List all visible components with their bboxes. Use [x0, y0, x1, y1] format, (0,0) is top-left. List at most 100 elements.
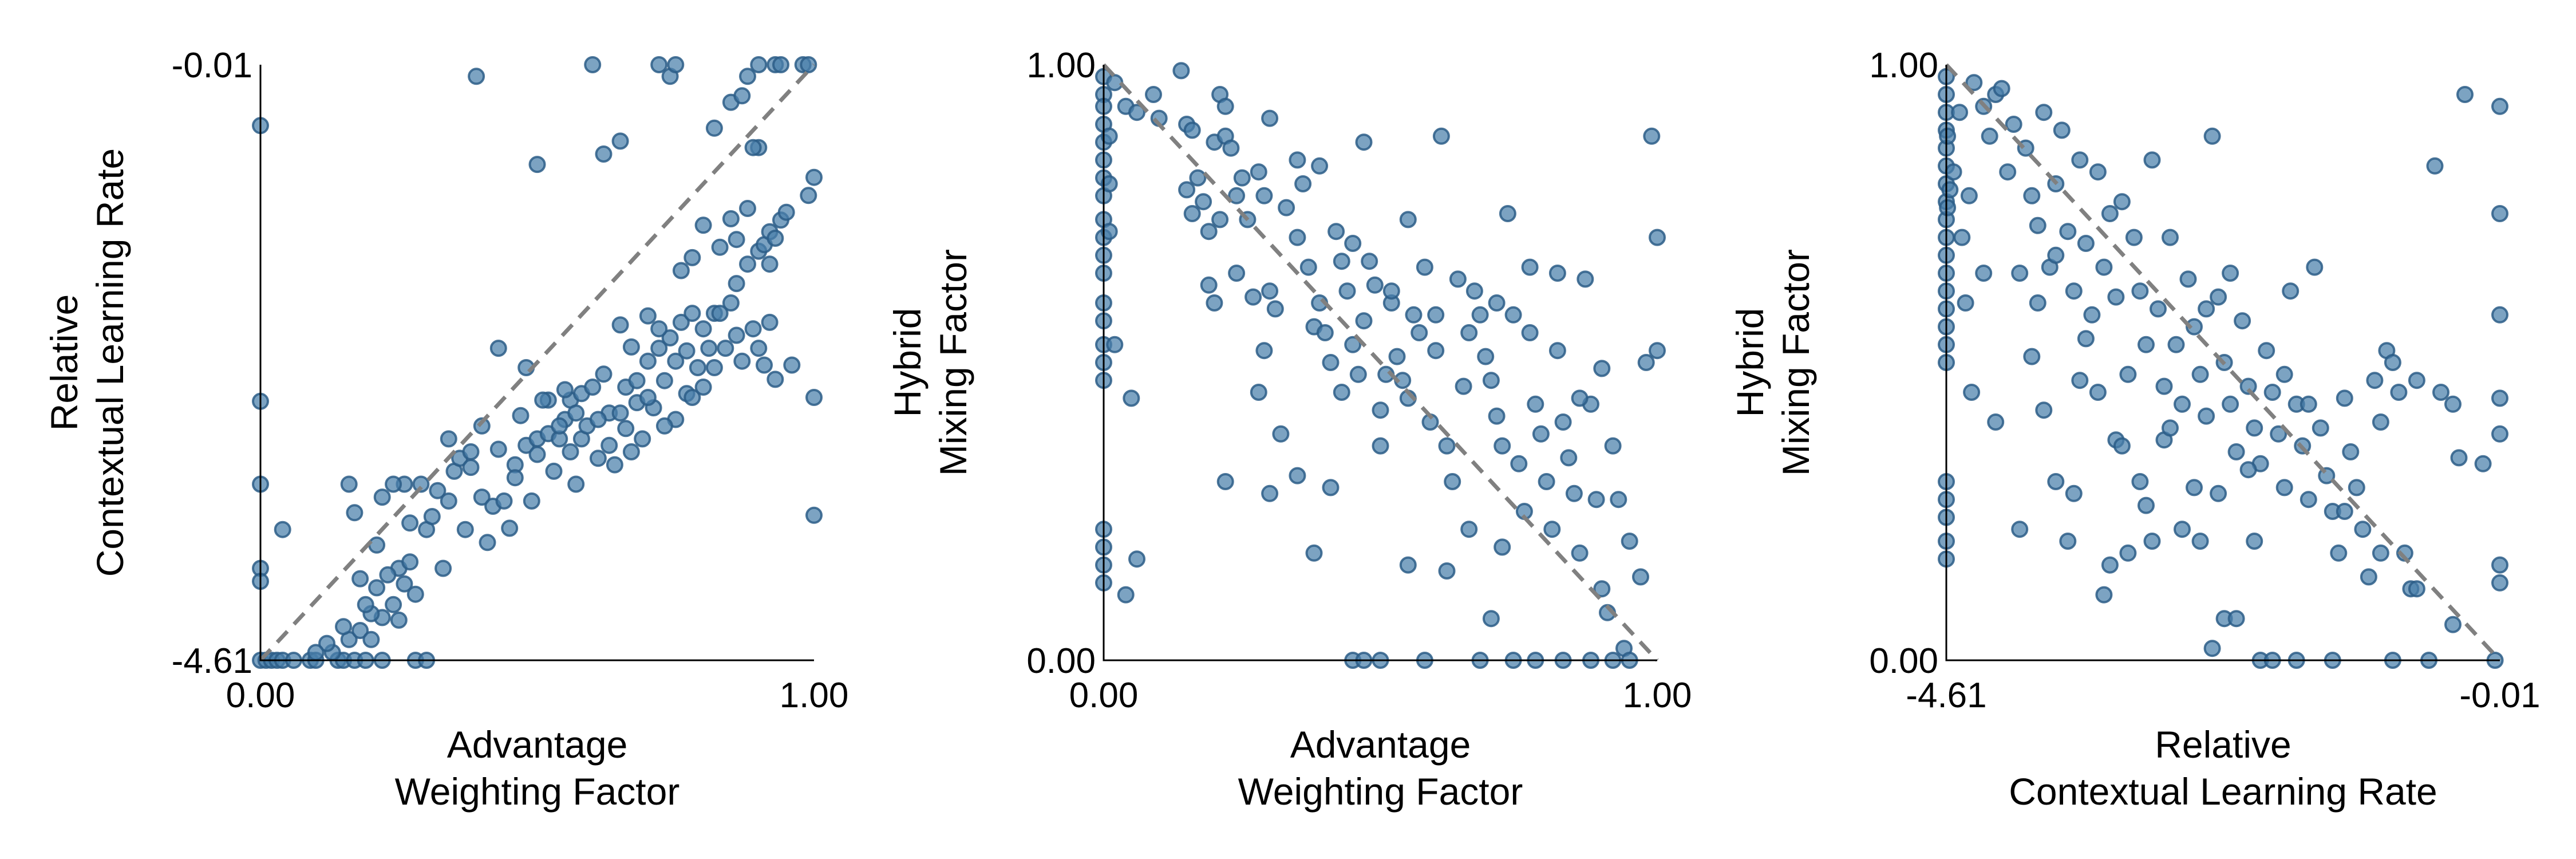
panel-3-point-59 [2138, 336, 2155, 353]
panel-1-point-21 [274, 521, 291, 538]
panel-3-point-46 [2059, 223, 2077, 241]
panel-1-point-104 [700, 340, 718, 357]
panel-1-point-168 [761, 255, 779, 273]
panel-2-point-41 [1200, 223, 1218, 241]
panel-2-point-142 [1438, 562, 1456, 580]
panel-2-point-59 [1261, 282, 1279, 300]
panel-2-point-60 [1266, 300, 1284, 318]
panel-2-point-155 [1289, 467, 1306, 484]
panel-2-point-129 [1621, 533, 1638, 550]
panel-3-point-54 [2107, 288, 2125, 306]
panel-3-point-28 [1953, 228, 1971, 246]
panel-3-point-80 [2263, 384, 2281, 401]
panel-1-point-160 [639, 307, 657, 325]
panel-3-point-24 [1939, 199, 1957, 216]
panel-1-point-147 [733, 352, 751, 370]
panel-1-point-95 [800, 56, 817, 73]
panel-2-point-117 [1554, 413, 1572, 431]
panel-3-point-157 [2444, 616, 2462, 633]
panel-3-x-label-line-1: Relative [2155, 723, 2291, 766]
panel-1-point-62 [628, 372, 646, 389]
panel-2-point-64 [1289, 228, 1306, 246]
panel-2-point-25 [1106, 336, 1124, 353]
panel-2-point-29 [1117, 586, 1135, 604]
panel-1-point-101 [739, 68, 756, 85]
panel-1-point-128 [512, 407, 530, 424]
panel-3-point-48 [2071, 151, 2089, 169]
panel-3-point-41 [2029, 294, 2046, 312]
panel-3-point-116 [2491, 425, 2508, 443]
panel-2-point-119 [1565, 484, 1583, 502]
panel-3-point-101 [2390, 384, 2408, 401]
panel-3-point-154 [2336, 503, 2353, 520]
panel-2-point-75 [1344, 235, 1362, 252]
panel-1-point-29 [368, 579, 386, 597]
panel-2-point-116 [1548, 265, 1566, 282]
panel-3-point-86 [2300, 491, 2317, 509]
panel-3-point-53 [2101, 205, 2119, 222]
panel-2-point-90 [1405, 306, 1423, 324]
panel-2-y-tick-min: 0.00 [1026, 641, 1096, 681]
panel-1-point-70 [722, 294, 740, 312]
panel-2-x-tick-max: 1.00 [1623, 676, 1692, 715]
panel-2-point-113 [1532, 425, 1550, 443]
panel-1-point-146 [728, 326, 745, 344]
panel-3-point-38 [2011, 265, 2029, 282]
panel-3-point-45 [2053, 121, 2071, 139]
panel-3-point-91 [2330, 544, 2348, 562]
panel-3-point-23 [1939, 127, 1957, 145]
panel-3-point-106 [2432, 384, 2449, 401]
panel-2-point-36 [1178, 181, 1196, 199]
panel-2-point-108 [1504, 306, 1522, 324]
panel-2-point-153 [1216, 473, 1234, 490]
panel-2-point-124 [1593, 580, 1611, 598]
panel-1-point-161 [650, 320, 668, 338]
panel-3-point-146 [2138, 497, 2155, 514]
panel-3-point-68 [2191, 365, 2209, 383]
panel-3-point-60 [2143, 151, 2161, 169]
panel-1-point-144 [705, 359, 723, 376]
panel-3-point-107 [2444, 395, 2462, 413]
panel-1-y-label-line-1: Relative [43, 294, 85, 431]
panel-2-point-57 [1255, 342, 1273, 360]
panel-1-point-127 [489, 440, 507, 458]
panel-1-point-175 [318, 635, 335, 652]
panel-1-point-87 [705, 119, 723, 137]
panel-3-point-73 [2222, 395, 2239, 413]
panel-1-point-126 [412, 475, 430, 493]
panel-3-point-47 [2065, 282, 2083, 300]
panel-2-point-44 [1206, 294, 1223, 312]
panel-1-point-46 [473, 488, 491, 506]
panel-1-point-100 [744, 139, 762, 156]
panel-2-point-28 [1123, 389, 1140, 407]
panel-2-reference-line [1102, 63, 1659, 662]
panel-2-point-76 [1344, 336, 1362, 353]
panel-1-point-165 [711, 238, 729, 256]
panel-3-point-105 [2426, 157, 2444, 175]
panel-2-point-107 [1499, 205, 1516, 222]
panel-2-point-51 [1228, 265, 1246, 282]
panel-2-point-55 [1250, 163, 1267, 181]
panel-1-y-tick-max: -0.01 [172, 46, 252, 85]
panel-3-point-143 [2077, 330, 2095, 348]
panel-1-point-99 [805, 506, 823, 524]
panel-2-point-96 [1438, 437, 1456, 455]
panel-1-point-151 [761, 313, 779, 331]
panel-2-point-65 [1294, 175, 1312, 192]
panel-1-point-138 [639, 389, 657, 406]
panel-3-point-112 [2491, 97, 2508, 115]
panel-3-x-tick-max: -0.01 [2459, 676, 2540, 715]
panel-2-point-134 [1649, 342, 1666, 360]
panel-3-x-tick-min: -4.61 [1906, 676, 1986, 715]
panel-2-point-131 [1637, 354, 1655, 371]
panel-2-point-78 [1355, 133, 1373, 151]
panel-3-point-115 [2491, 389, 2508, 407]
panel-2-point-70 [1316, 324, 1334, 341]
panel-2-point-161 [1521, 258, 1539, 276]
panel-2-point-164 [1593, 360, 1611, 377]
panel-2-point-39 [1189, 169, 1207, 187]
panel-1-x-label-line-1: Advantage [447, 723, 628, 766]
panel-1-point-57 [595, 365, 613, 383]
panel-3-point-162 [2131, 473, 2149, 490]
